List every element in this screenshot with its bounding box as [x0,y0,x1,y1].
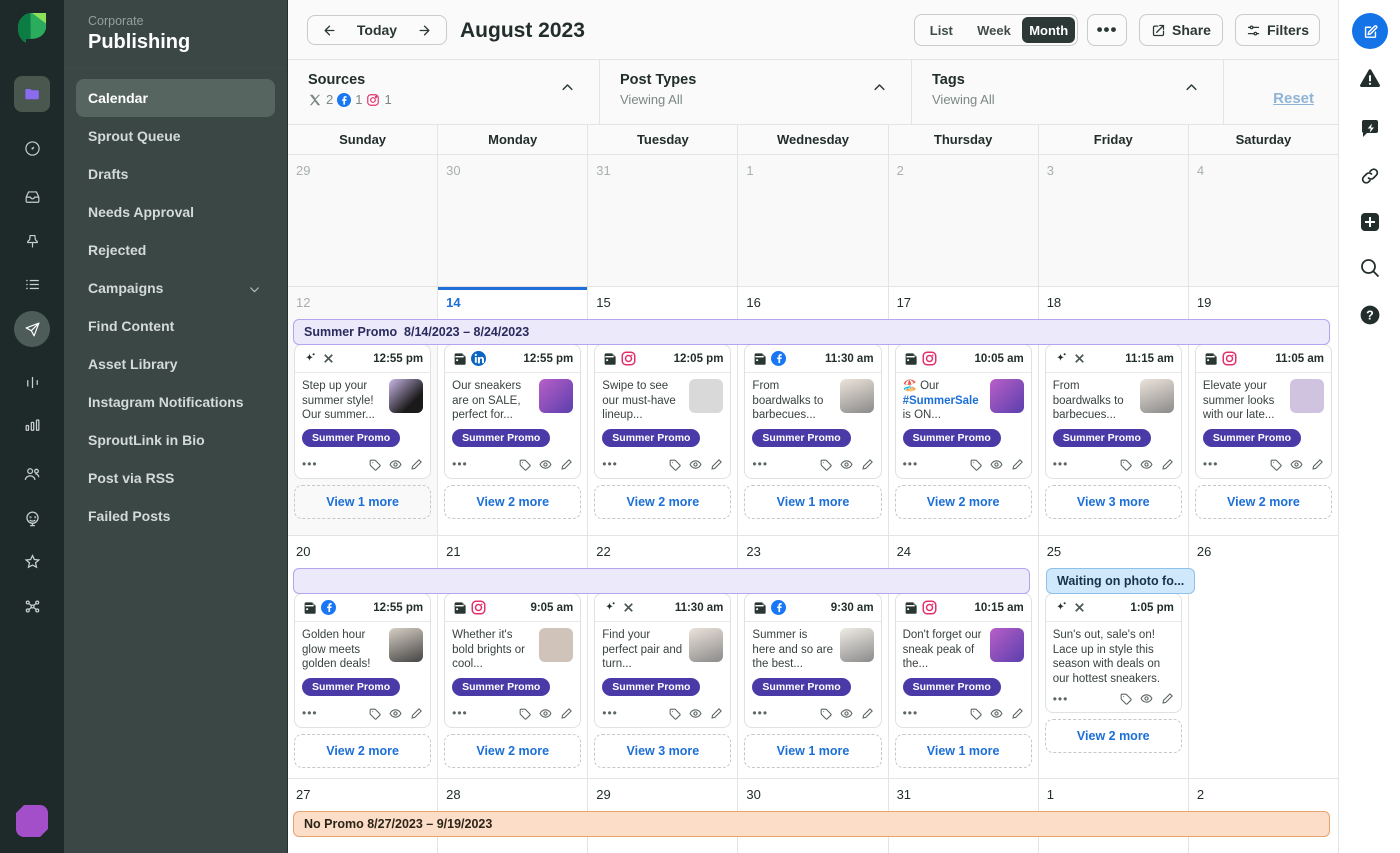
svg-text:?: ? [1366,308,1374,322]
